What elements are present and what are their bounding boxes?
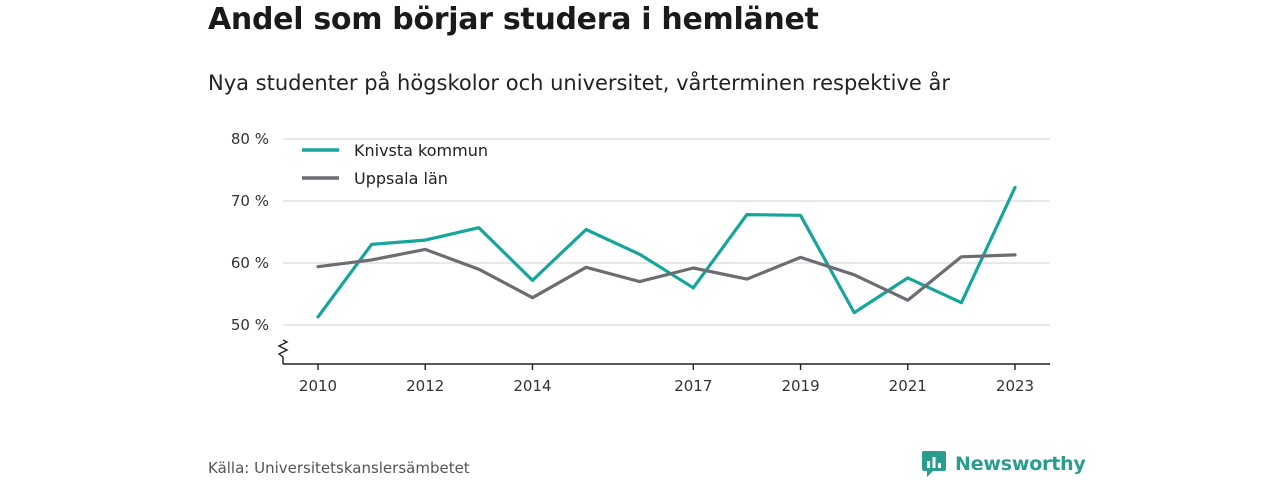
- x-tick-label: 2021: [889, 377, 927, 395]
- chart-subtitle: Nya studenter på högskolor och universit…: [208, 71, 950, 95]
- series-line-knivsta: [316, 185, 1017, 319]
- series-line-uppsala: [316, 247, 1017, 302]
- newsworthy-logo-icon: [922, 451, 946, 477]
- legend-label: Knivsta kommun: [354, 141, 488, 160]
- source-note: Källa: Universitetskanslersämbetet: [208, 459, 470, 477]
- brand-name: Newsworthy: [955, 453, 1086, 475]
- x-tick-label: 2012: [406, 377, 444, 395]
- x-tick-label: 2019: [781, 377, 819, 395]
- x-tick-label: 2010: [299, 377, 337, 395]
- x-tick-label: 2017: [674, 377, 712, 395]
- y-tick-label: 50 %: [231, 316, 269, 334]
- x-tick-label: 2023: [996, 377, 1034, 395]
- axis-break-icon: [277, 339, 289, 364]
- chart-title: Andel som börjar studera i hemlänet: [208, 2, 819, 37]
- y-tick-label: 80 %: [231, 130, 269, 148]
- legend-label: Uppsala län: [354, 169, 448, 188]
- brand-logo: Newsworthy: [921, 450, 1086, 478]
- x-tick-label: 2014: [513, 377, 551, 395]
- y-tick-label: 70 %: [231, 192, 269, 210]
- y-tick-label: 60 %: [231, 254, 269, 272]
